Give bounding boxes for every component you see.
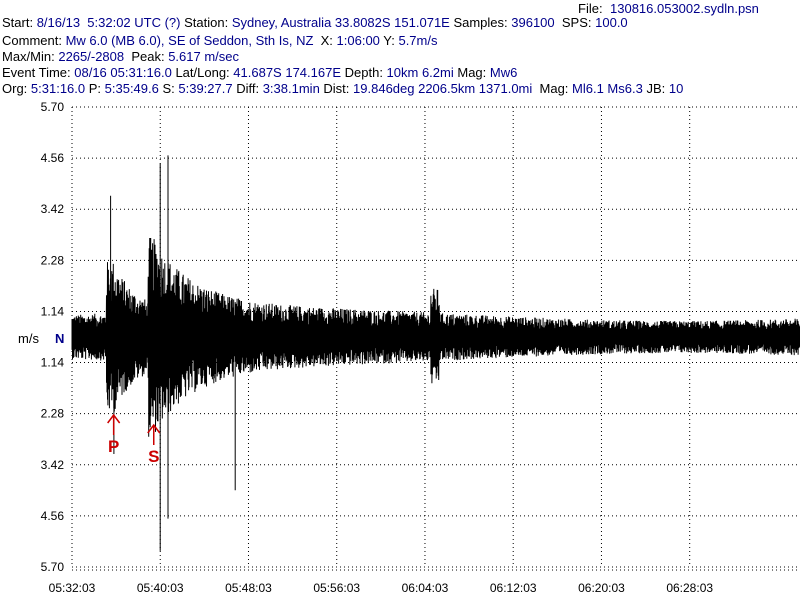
y-tick-label: 4.56 [41, 509, 65, 523]
header-line1-segment-6: SPS: [555, 15, 595, 30]
x-tick-label: 06:04:03 [402, 581, 449, 595]
header-line4-segment-5: 10km 6.2mi [387, 65, 454, 80]
header-line2-segment-5: 5.7m/s [398, 33, 438, 48]
phase-marker-p: P [107, 413, 121, 456]
y-tick-label: 1.14 [41, 304, 65, 318]
file-name: 130816.053002.sydln.psn [610, 1, 759, 16]
header-line5-segment-0: Org: [2, 81, 31, 96]
y-axis-label: m/s [18, 331, 39, 346]
phase-marker-s: S [147, 423, 161, 466]
header-line5-segment-13: 10 [669, 81, 683, 96]
header-line-start: Start: 8/16/13 5:32:02 UTC (?) Station: … [2, 15, 628, 30]
header-line4-segment-0: Event Time: [2, 65, 74, 80]
header-line5-segment-12: JB: [643, 81, 669, 96]
header-line5-segment-2: P: [85, 81, 105, 96]
y-tick-label: 2.28 [41, 253, 65, 267]
x-tick-label: 05:32:03 [49, 581, 96, 595]
header-line4-segment-6: Mag: [454, 65, 490, 80]
y-tick-label: 3.42 [41, 458, 65, 472]
header-line5-segment-4: S: [159, 81, 179, 96]
y-axis-ticks: 5.70 4.56 3.42 2.28 1.14 1.14 2.28 3.42 4.56 5.70 [41, 100, 65, 574]
header-line3-segment-2: Peak: [124, 49, 168, 64]
header-line2-segment-3: 1:06:00 [337, 33, 380, 48]
header-line2-segment-2: X: [313, 33, 336, 48]
header-line5-segment-11: Ml6.1 Ms6.3 [572, 81, 643, 96]
header-line4-segment-4: Depth: [341, 65, 387, 80]
header-line1-segment-0: Start: [2, 15, 37, 30]
phase-label: S [148, 447, 159, 466]
phase-label: P [108, 437, 119, 456]
header-line5-segment-3: 5:35:49.6 [105, 81, 159, 96]
y-tick-label: 1.14 [41, 356, 65, 370]
phase-markers: PS [107, 413, 161, 466]
y-tick-label: 5.70 [41, 100, 65, 114]
header-line1-segment-5: 396100 [511, 15, 554, 30]
x-axis-ticks: 05:32:03 05:40:03 05:48:03 05:56:03 06:04:03… [49, 581, 714, 595]
x-tick-label: 05:40:03 [137, 581, 184, 595]
y-tick-label: 5.70 [41, 560, 65, 574]
header-line1-segment-1: 8/16/13 5:32:02 UTC (?) [37, 15, 181, 30]
header-line5-segment-8: Dist: [320, 81, 353, 96]
header-line1-segment-3: Sydney, Australia 33.8082S 151.071E [232, 15, 450, 30]
header-line-comment: Comment: Mw 6.0 (MB 6.0), SE of Seddon, … [2, 33, 438, 48]
header-line5-segment-1: 5:31:16.0 [31, 81, 85, 96]
phase-arrow [147, 423, 161, 445]
x-tick-label: 06:12:03 [490, 581, 537, 595]
header-line3-segment-3: 5.617 m/sec [168, 49, 239, 64]
header-line1-segment-4: Samples: [450, 15, 511, 30]
header-line1-segment-7: 100.0 [595, 15, 628, 30]
header-line4-segment-2: Lat/Long: [172, 65, 233, 80]
phase-arrow [107, 413, 121, 435]
y-tick-label: 2.28 [41, 407, 65, 421]
header-line5-segment-6: Diff: [233, 81, 263, 96]
header-line4-segment-1: 08/16 05:31:16.0 [74, 65, 172, 80]
x-tick-label: 06:20:03 [578, 581, 625, 595]
file-label: File: [578, 1, 603, 16]
header-line1-segment-2: Station: [181, 15, 232, 30]
seismic-trace [71, 155, 800, 551]
header-line3-segment-1: 2265/-2808 [58, 49, 124, 64]
header-line2-segment-4: Y: [380, 33, 399, 48]
header-line2-segment-0: Comment: [2, 33, 66, 48]
y-tick-label: 4.56 [41, 151, 65, 165]
header-line3-segment-0: Max/Min: [2, 49, 58, 64]
header-line-origin: Org: 5:31:16.0 P: 5:35:49.6 S: 5:39:27.7… [2, 81, 683, 96]
x-tick-label: 06:28:03 [666, 581, 713, 595]
header-line2-segment-1: Mw 6.0 (MB 6.0), SE of Seddon, Sth Is, N… [66, 33, 314, 48]
header-line5-segment-5: 5:39:27.7 [178, 81, 232, 96]
header-line-maxmin: Max/Min: 2265/-2808 Peak: 5.617 m/sec [2, 49, 240, 64]
header-line5-segment-7: 3:38.1min [263, 81, 320, 96]
grid [71, 106, 800, 571]
channel-label: N [55, 331, 64, 346]
header-line5-segment-10: Mag: [532, 81, 572, 96]
header-line4-segment-3: 41.687S 174.167E [233, 65, 341, 80]
header-line4-segment-7: Mw6 [490, 65, 517, 80]
header-line5-segment-9: 19.846deg 2206.5km 1371.0mi [353, 81, 532, 96]
y-tick-label: 3.42 [41, 202, 65, 216]
x-tick-label: 05:48:03 [225, 581, 272, 595]
x-tick-label: 05:56:03 [313, 581, 360, 595]
header-line-event: Event Time: 08/16 05:31:16.0 Lat/Long: 4… [2, 65, 517, 80]
